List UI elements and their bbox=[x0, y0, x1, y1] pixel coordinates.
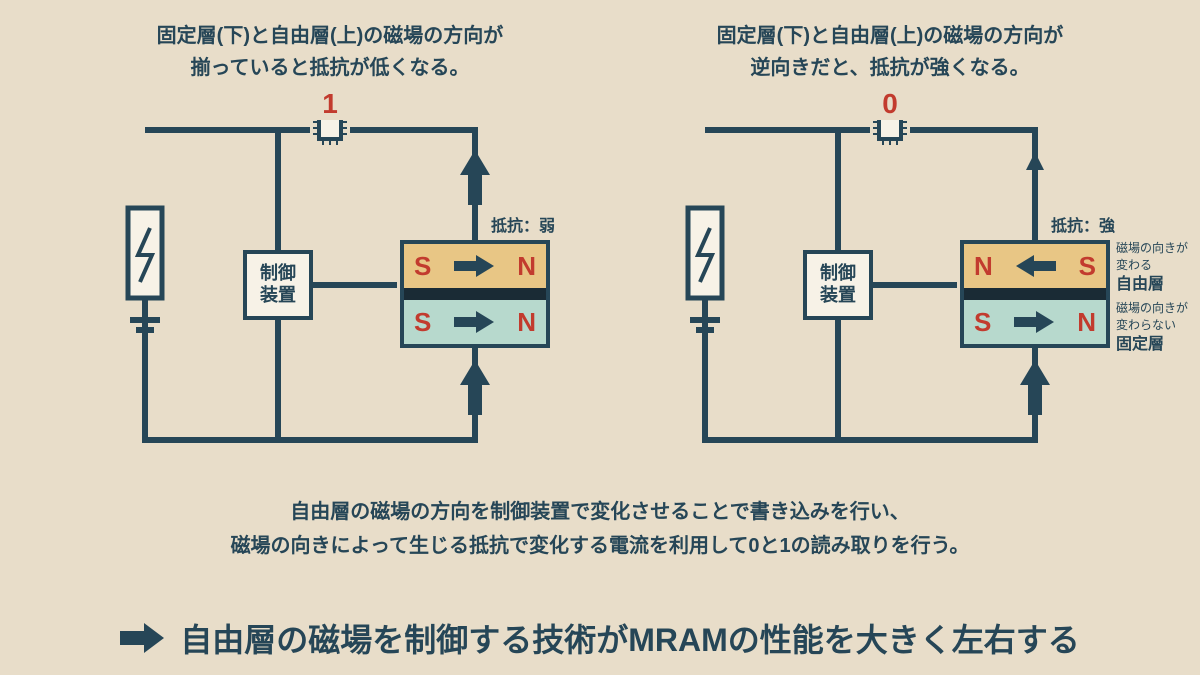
layer-arrow-icon bbox=[1014, 311, 1054, 333]
ann-free-l2: 変わる bbox=[1116, 258, 1152, 272]
barrier-0 bbox=[964, 288, 1106, 300]
circuit-0: 制御 装置 抵抗：強 N S S N 磁場の向きが 変わる 自由層 磁場の向きが… bbox=[670, 120, 1110, 450]
mtj-1: S N S N bbox=[400, 240, 550, 348]
resist-label-1: 抵抗：弱 bbox=[491, 212, 555, 236]
ann-free-l3: 自由層 bbox=[1116, 276, 1164, 293]
resist-label-0: 抵抗：強 bbox=[1051, 212, 1115, 236]
panel-state-1: 固定層(下)と自由層(上)の磁場の方向が 揃っていると抵抗が低くなる。 1 bbox=[70, 20, 590, 450]
caption-1-line2: 揃っていると抵抗が低くなる。 bbox=[191, 57, 470, 79]
free-left-pole-1: S bbox=[414, 251, 431, 282]
flow-arrow-bottom-0 bbox=[1020, 360, 1050, 415]
layer-arrow-icon bbox=[454, 311, 494, 333]
ann-fixed-l2: 変わらない bbox=[1116, 318, 1176, 332]
state-value-1: 1 bbox=[70, 88, 590, 120]
conclusion: 自由層の磁場を制御する技術がMRAMの性能を大きく左右する bbox=[0, 615, 1200, 661]
control-box-0: 制御 装置 bbox=[803, 250, 873, 320]
annotation-free-layer: 磁場の向きが 変わる 自由層 bbox=[1116, 240, 1188, 296]
caption-0-line2: 逆向きだと、抵抗が強くなる。 bbox=[750, 57, 1029, 79]
free-right-pole-0: S bbox=[1079, 251, 1096, 282]
caption-1: 固定層(下)と自由層(上)の磁場の方向が 揃っていると抵抗が低くなる。 bbox=[70, 20, 590, 84]
ann-fixed-l3: 固定層 bbox=[1116, 336, 1164, 353]
chip-icon bbox=[873, 120, 907, 145]
description-text: 自由層の磁場の方向を制御装置で変化させることで書き込みを行い、 磁場の向きによっ… bbox=[0, 495, 1200, 563]
desc-line2: 磁場の向きによって生じる抵抗で変化する電流を利用して0と1の読み取りを行う。 bbox=[231, 535, 970, 557]
flow-arrow-top-1 bbox=[460, 150, 490, 205]
free-right-pole-1: N bbox=[517, 251, 536, 282]
mtj-0: N S S N bbox=[960, 240, 1110, 348]
conclusion-text: 自由層の磁場を制御する技術がMRAMの性能を大きく左右する bbox=[180, 615, 1080, 661]
circuit-1: 制御 装置 抵抗：弱 S N S N bbox=[110, 120, 550, 450]
fixed-layer-0: S N bbox=[964, 300, 1106, 344]
desc-line1: 自由層の磁場の方向を制御装置で変化させることで書き込みを行い、 bbox=[290, 501, 909, 523]
state-value-0: 0 bbox=[630, 88, 1150, 120]
fixed-right-pole-0: N bbox=[1077, 307, 1096, 338]
ann-fixed-l1: 磁場の向きが bbox=[1116, 301, 1188, 315]
layer-arrow-left-icon bbox=[1016, 255, 1056, 277]
caption-0-line1: 固定層(下)と自由層(上)の磁場の方向が bbox=[717, 25, 1064, 47]
chip-icon bbox=[313, 120, 347, 145]
layer-arrow-icon bbox=[454, 255, 494, 277]
fixed-left-pole-0: S bbox=[974, 307, 991, 338]
fixed-layer-1: S N bbox=[404, 300, 546, 344]
control-label-0: 制御 装置 bbox=[820, 263, 856, 306]
control-label-1: 制御 装置 bbox=[260, 263, 296, 306]
conclusion-arrow-icon bbox=[120, 623, 164, 653]
flow-arrow-top-0 bbox=[1026, 152, 1044, 205]
free-layer-1: S N bbox=[404, 244, 546, 288]
caption-1-line1: 固定層(下)と自由層(上)の磁場の方向が bbox=[157, 25, 504, 47]
panel-state-0: 固定層(下)と自由層(上)の磁場の方向が 逆向きだと、抵抗が強くなる。 0 bbox=[630, 20, 1150, 450]
free-layer-0: N S bbox=[964, 244, 1106, 288]
flow-arrow-bottom-1 bbox=[460, 360, 490, 415]
fixed-left-pole-1: S bbox=[414, 307, 431, 338]
barrier-1 bbox=[404, 288, 546, 300]
annotation-fixed-layer: 磁場の向きが 変わらない 固定層 bbox=[1116, 300, 1188, 356]
ann-free-l1: 磁場の向きが bbox=[1116, 241, 1188, 255]
free-left-pole-0: N bbox=[974, 251, 993, 282]
control-box-1: 制御 装置 bbox=[243, 250, 313, 320]
fixed-right-pole-1: N bbox=[517, 307, 536, 338]
caption-0: 固定層(下)と自由層(上)の磁場の方向が 逆向きだと、抵抗が強くなる。 bbox=[630, 20, 1150, 84]
